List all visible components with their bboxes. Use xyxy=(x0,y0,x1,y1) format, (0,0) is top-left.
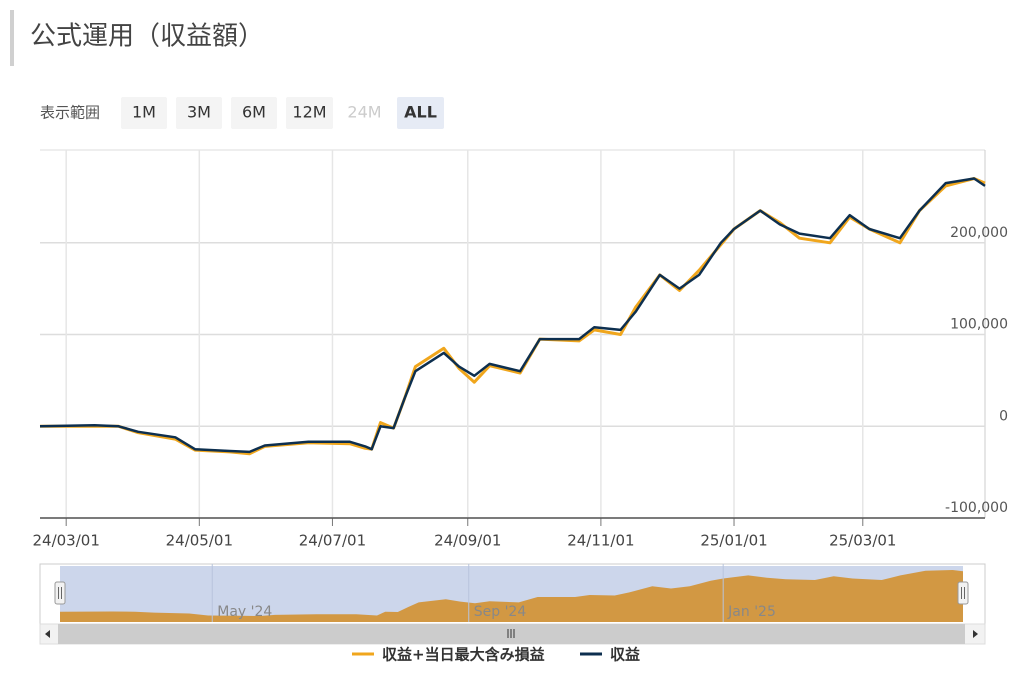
y-tick-label: 0 xyxy=(999,408,1008,424)
handle-body[interactable] xyxy=(54,581,66,605)
legend-item[interactable]: 収益 xyxy=(580,646,640,664)
plot: -100,000 0 100,000 200,000 24/03/01 24/05/01 2… xyxy=(33,149,1008,550)
series-line xyxy=(39,177,986,454)
x-tick-label: 24/11/01 xyxy=(567,532,634,550)
title-bar xyxy=(10,10,14,66)
handle-body[interactable] xyxy=(957,581,969,605)
legend-label[interactable]: 収益+当日最大含み損益 xyxy=(382,646,545,664)
y-tick-label: -100,000 xyxy=(945,500,1008,516)
navigator-tick-label: Jan '25 xyxy=(727,604,776,620)
x-tick-label: 24/05/01 xyxy=(166,532,233,550)
range-button-label[interactable]: 12M xyxy=(292,103,326,122)
navigator: May '24 Sep '24 Jan '25 xyxy=(39,563,986,645)
legend: 収益+当日最大含み損益 収益 xyxy=(352,646,640,664)
legend-item[interactable]: 収益+当日最大含み損益 xyxy=(352,646,545,664)
navigator-tick-label: May '24 xyxy=(217,604,272,620)
range-button-label[interactable]: ALL xyxy=(404,103,437,122)
range-button-label[interactable]: 6M xyxy=(242,103,266,122)
range-button[interactable]: ALL xyxy=(397,97,444,129)
x-tick-label: 24/07/01 xyxy=(299,532,366,550)
range-button-bg[interactable] xyxy=(176,97,222,129)
range-button[interactable]: 12M xyxy=(286,97,333,129)
y-tick-label: 200,000 xyxy=(950,225,1008,241)
navigator-handle[interactable] xyxy=(957,581,969,605)
range-button-bg[interactable] xyxy=(397,97,444,129)
navigator-tick-label: Sep '24 xyxy=(474,604,527,620)
navigator-handle[interactable] xyxy=(54,581,66,605)
x-tick-label: 24/03/01 xyxy=(33,532,100,550)
range-button-label: 24M xyxy=(347,103,381,122)
legend-label[interactable]: 収益 xyxy=(610,646,640,664)
range-button: 24M xyxy=(341,97,388,129)
x-tick-label: 24/09/01 xyxy=(434,532,501,550)
scroll-left-arrow[interactable] xyxy=(45,630,50,638)
range-button-bg[interactable] xyxy=(121,97,167,129)
range-button[interactable]: 3M xyxy=(176,97,222,129)
x-tick-label: 25/03/01 xyxy=(829,532,896,550)
range-button-label[interactable]: 3M xyxy=(187,103,211,122)
range-button-bg[interactable] xyxy=(286,97,333,129)
range-button-label[interactable]: 1M xyxy=(132,103,156,122)
x-tick-label: 25/01/01 xyxy=(700,532,767,550)
range-button-bg[interactable] xyxy=(231,97,277,129)
range-label: 表示範囲 xyxy=(40,104,100,122)
navigator-area xyxy=(60,570,963,622)
series-line xyxy=(40,177,986,456)
y-tick-label: 100,000 xyxy=(950,317,1008,333)
scroll-right-arrow[interactable] xyxy=(973,630,978,638)
range-button[interactable]: 6M xyxy=(231,97,277,129)
range-buttons: 1M 3M 6M 12M 24M ALL xyxy=(121,97,444,129)
range-button[interactable]: 1M xyxy=(121,97,167,129)
range-button-bg xyxy=(341,97,388,129)
page-title: 公式運用（収益額） xyxy=(30,22,264,52)
